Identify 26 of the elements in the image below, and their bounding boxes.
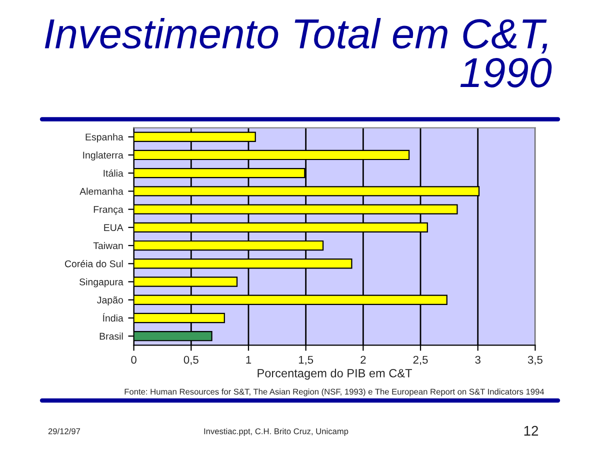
y-tick-label: Brasil — [100, 332, 123, 340]
x-tick-label: 3 — [475, 356, 480, 364]
x-tick-label: 1 — [246, 356, 252, 364]
x-axis-title: Porcentagem do PIB em C&T — [258, 368, 412, 380]
y-tick-label: Inglaterra — [83, 151, 124, 161]
x-tick-label: 3,5 — [528, 356, 542, 366]
y-tick-label: Índia — [102, 313, 124, 322]
y-tick-label: Taiwan — [93, 242, 123, 250]
y-tick-label: EUA — [104, 224, 124, 232]
text: 29/12/97 — [48, 428, 80, 434]
y-tick-label: Itália — [104, 169, 124, 177]
text: 12 — [524, 426, 538, 436]
y-tick-label: Singapura — [80, 278, 124, 288]
source-note: Fonte: Human Resources for S&T, The Asian Region (NSF, 1993) e The European Report on S&T Indicators 1994 — [124, 388, 544, 396]
x-tick-label: 2,5 — [413, 356, 428, 366]
y-tick-label: Coréia do Sul — [64, 260, 123, 268]
chart-title: Investimento Total em C&T, 1990 — [44, 18, 552, 88]
text: Investiac.ppt, C.H. Brito Cruz, Unicamp — [204, 428, 348, 436]
y-tick-label: Alemanha — [80, 188, 124, 195]
x-tick-label: 0 — [131, 356, 136, 364]
x-tick-label: 2 — [360, 356, 366, 364]
y-tick-label: Espanha — [86, 133, 124, 142]
y-tick-label: França — [94, 206, 124, 215]
x-tick-label: 0,5 — [184, 356, 198, 366]
x-tick-label: 1,5 — [298, 356, 314, 366]
y-tick-label: Japão — [97, 296, 123, 306]
